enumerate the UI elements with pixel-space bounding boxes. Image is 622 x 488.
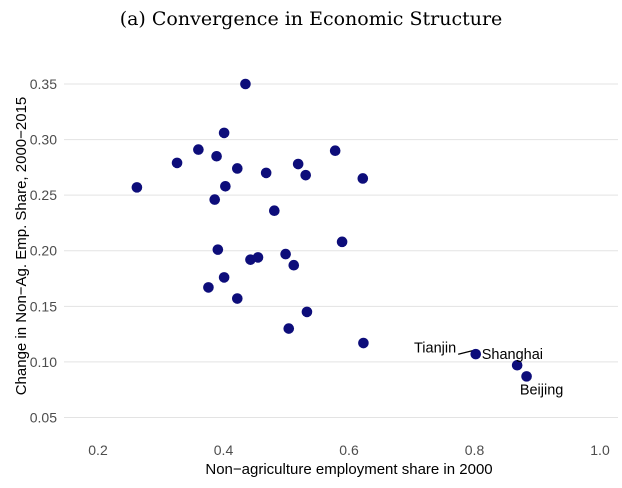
chart-title: (a) Convergence in Economic Structure: [119, 8, 503, 30]
data-point: [292, 158, 304, 170]
data-point: [232, 163, 243, 174]
data-point: [269, 205, 280, 217]
gridlines: [64, 83, 618, 418]
data-point: [252, 252, 264, 263]
tick-labels: 0.05 0.10 0.15 0.20 0.25 0.30 0.35 0.2 0.4 0.6 0.8…: [30, 76, 610, 458]
data-point: [232, 293, 243, 304]
point-label-tianjin: Tianjin: [414, 340, 456, 356]
y-axis-title: Change in Non−Ag. Emp. Share, 2000−2015: [13, 97, 30, 396]
y-tick-label: 0.15: [30, 298, 57, 314]
x-tick-label: 0.8: [465, 442, 485, 458]
data-point: [336, 236, 348, 248]
data-point: [211, 150, 222, 162]
data-point-shanghai: [470, 348, 482, 360]
data-point: [131, 182, 143, 193]
y-tick-label: 0.10: [30, 354, 57, 370]
point-labels: Shanghai Tianjin Beijing: [414, 340, 563, 398]
data-point: [218, 127, 230, 139]
data-point: [203, 282, 214, 293]
point-label-beijing: Beijing: [520, 382, 564, 398]
x-tick-label: 0.4: [214, 442, 234, 458]
data-point: [260, 167, 272, 179]
data-point: [357, 173, 369, 184]
data-points: [131, 78, 532, 382]
y-tick-label: 0.05: [30, 410, 57, 426]
data-point: [288, 259, 300, 271]
data-point: [329, 145, 341, 156]
data-point: [358, 337, 369, 349]
point-label-shanghai: Shanghai: [482, 347, 543, 363]
data-point-beijing: [521, 371, 532, 382]
y-tick-label: 0.35: [30, 76, 57, 92]
data-point: [171, 157, 183, 169]
data-point: [301, 306, 313, 318]
data-point-tianjin: [511, 359, 523, 371]
data-point: [283, 323, 295, 334]
data-point: [220, 180, 231, 192]
data-point: [300, 169, 312, 181]
data-point: [280, 248, 291, 260]
x-tick-label: 1.0: [590, 442, 610, 458]
data-point: [209, 194, 221, 205]
x-axis-title: Non−agriculture employment share in 2000: [205, 461, 492, 478]
data-point: [193, 144, 204, 155]
x-tick-label: 0.2: [88, 442, 108, 458]
data-point: [212, 244, 224, 255]
y-tick-label: 0.30: [30, 132, 57, 148]
x-tick-label: 0.6: [339, 442, 359, 458]
data-point: [240, 78, 251, 90]
y-tick-label: 0.25: [30, 187, 57, 203]
data-point: [218, 272, 230, 283]
y-tick-label: 0.20: [30, 243, 57, 259]
